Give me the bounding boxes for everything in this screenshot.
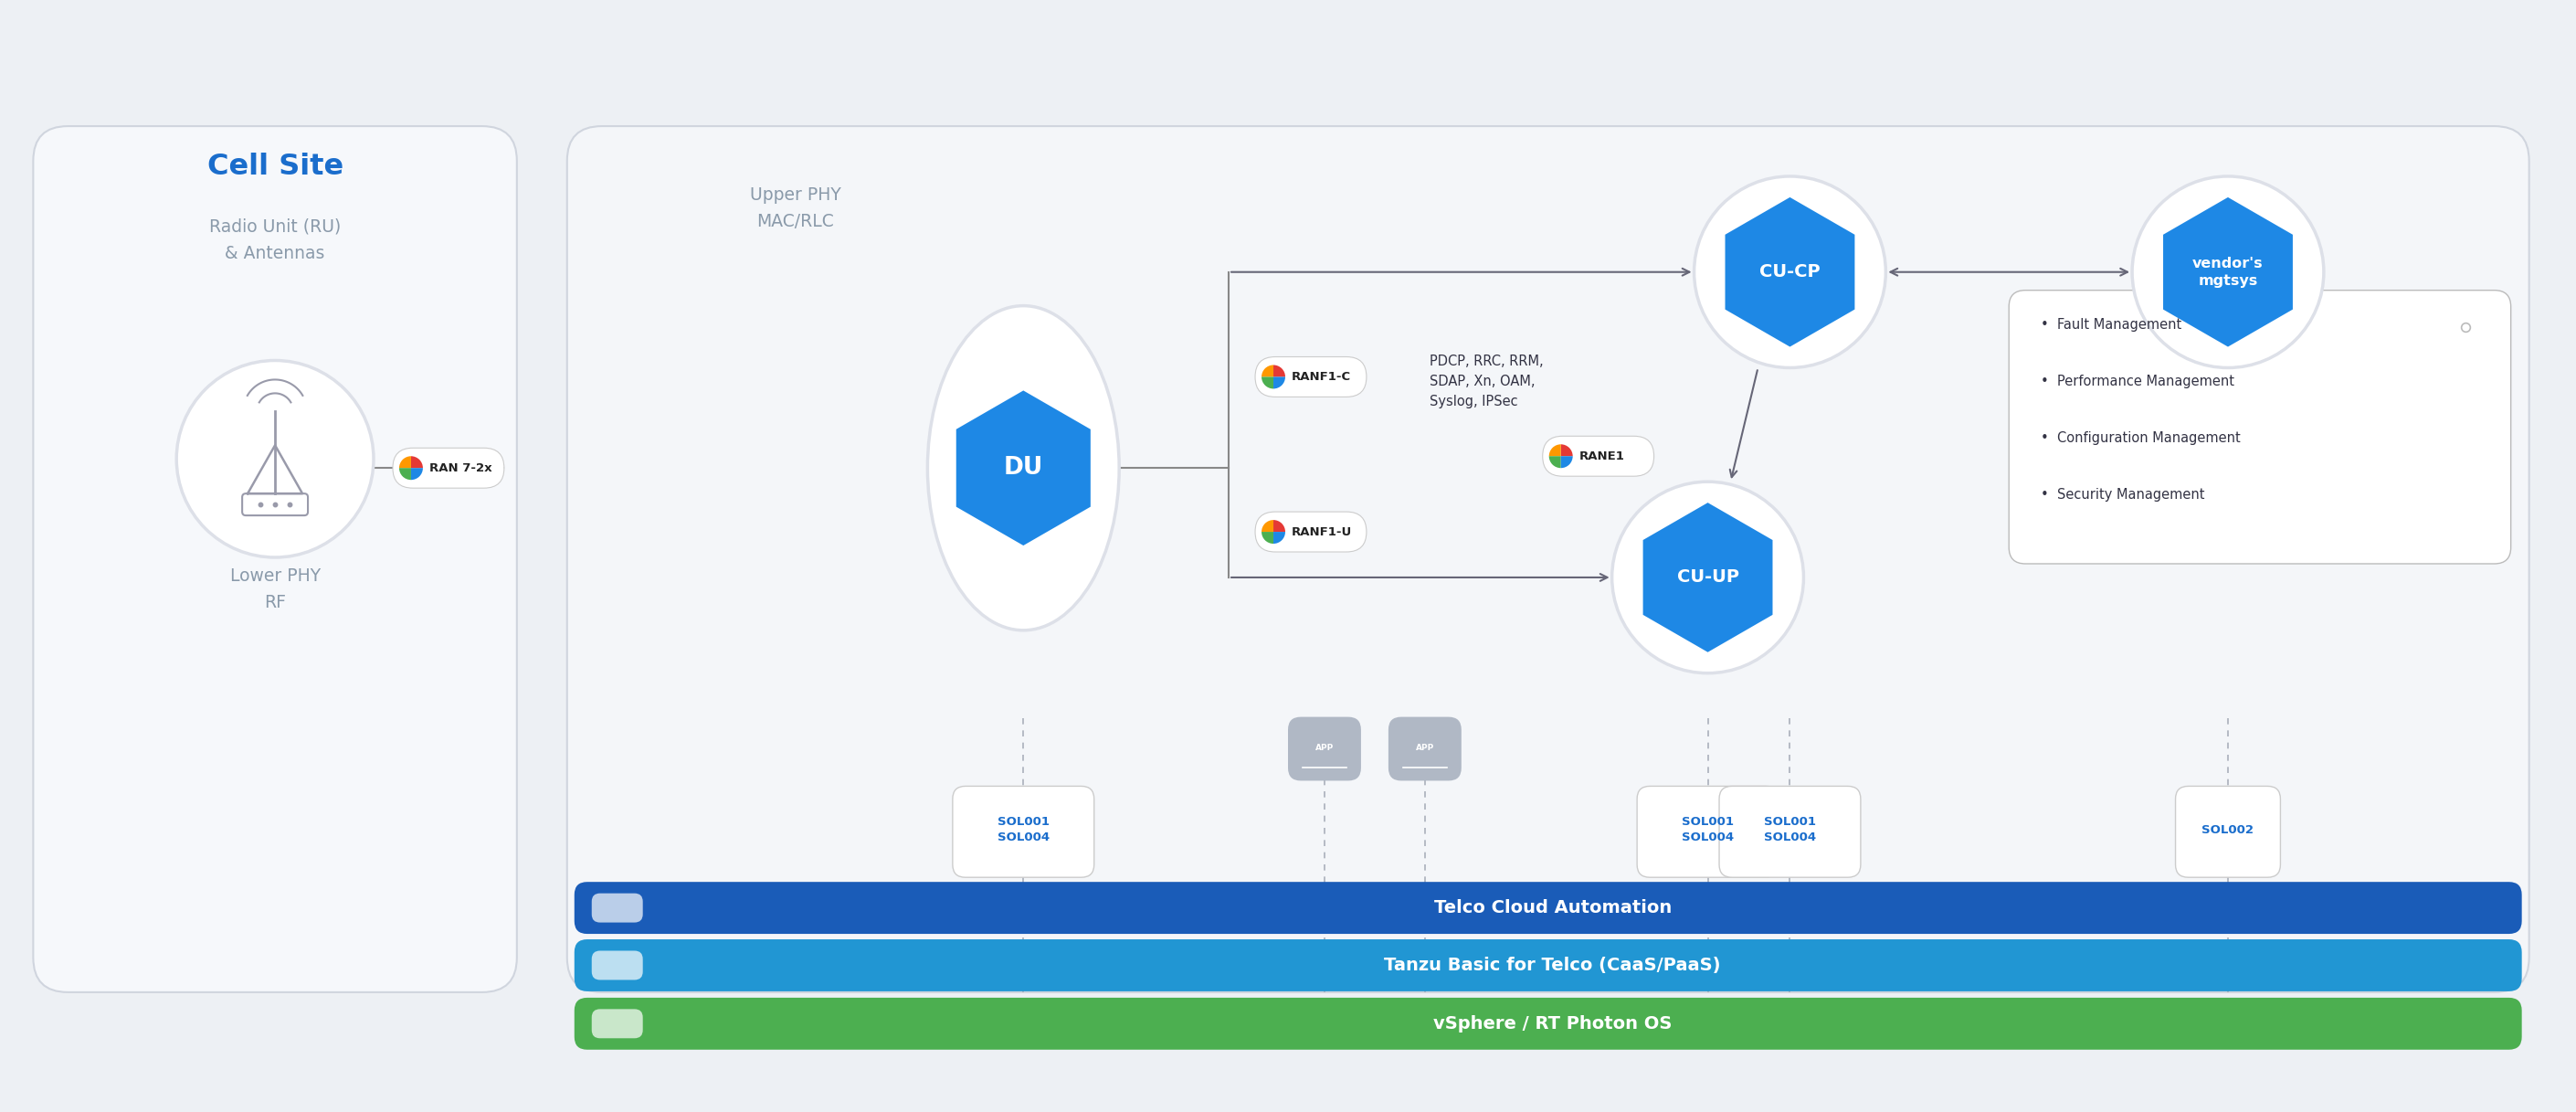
FancyBboxPatch shape xyxy=(33,126,518,992)
Polygon shape xyxy=(1726,197,1855,347)
Circle shape xyxy=(178,360,374,557)
Polygon shape xyxy=(956,390,1090,546)
Circle shape xyxy=(1613,481,1803,673)
FancyBboxPatch shape xyxy=(392,448,505,488)
FancyBboxPatch shape xyxy=(574,940,2522,991)
FancyBboxPatch shape xyxy=(953,786,1095,877)
FancyBboxPatch shape xyxy=(574,882,2522,934)
Wedge shape xyxy=(399,468,412,480)
Wedge shape xyxy=(1273,520,1285,532)
FancyBboxPatch shape xyxy=(1255,512,1365,552)
FancyBboxPatch shape xyxy=(1288,717,1360,781)
FancyBboxPatch shape xyxy=(592,893,644,923)
Wedge shape xyxy=(1262,377,1273,389)
Text: SOL001
SOL004: SOL001 SOL004 xyxy=(1682,816,1734,844)
Polygon shape xyxy=(1643,503,1772,652)
Text: DU: DU xyxy=(1005,456,1043,480)
FancyBboxPatch shape xyxy=(2009,290,2512,564)
Text: Upper PHY
MAC/RLC: Upper PHY MAC/RLC xyxy=(750,186,840,230)
Text: CU-UP: CU-UP xyxy=(1677,568,1739,586)
Polygon shape xyxy=(2164,197,2293,347)
Text: •  Performance Management: • Performance Management xyxy=(2040,375,2233,388)
Text: APP: APP xyxy=(1417,744,1435,752)
Text: RAN 7-2x: RAN 7-2x xyxy=(430,463,492,474)
Text: SOL001
SOL004: SOL001 SOL004 xyxy=(1765,816,1816,844)
Circle shape xyxy=(2133,177,2324,368)
Wedge shape xyxy=(1262,532,1273,544)
Text: RANF1-C: RANF1-C xyxy=(1291,371,1352,383)
Wedge shape xyxy=(1273,377,1285,389)
Wedge shape xyxy=(1561,456,1574,468)
Text: APP: APP xyxy=(1316,744,1334,752)
Wedge shape xyxy=(1262,365,1273,377)
Wedge shape xyxy=(1548,456,1561,468)
Ellipse shape xyxy=(927,306,1118,631)
FancyBboxPatch shape xyxy=(592,951,644,980)
Text: SOL002: SOL002 xyxy=(2202,824,2254,836)
Wedge shape xyxy=(412,456,422,468)
FancyBboxPatch shape xyxy=(1718,786,1860,877)
Text: PDCP, RRC, RRM,
SDAP, Xn, OAM,
Syslog, IPSec: PDCP, RRC, RRM, SDAP, Xn, OAM, Syslog, I… xyxy=(1430,355,1543,408)
Wedge shape xyxy=(1273,365,1285,377)
FancyBboxPatch shape xyxy=(592,1009,644,1039)
Text: •  Configuration Management: • Configuration Management xyxy=(2040,431,2241,445)
Text: SOL001
SOL004: SOL001 SOL004 xyxy=(997,816,1048,844)
Wedge shape xyxy=(1561,445,1574,456)
Text: •  Fault Management: • Fault Management xyxy=(2040,318,2182,331)
Text: Tanzu Basic for Telco (CaaS/PaaS): Tanzu Basic for Telco (CaaS/PaaS) xyxy=(1383,956,1721,974)
Text: Radio Unit (RU)
& Antennas: Radio Unit (RU) & Antennas xyxy=(209,218,340,262)
Circle shape xyxy=(1695,177,1886,368)
FancyBboxPatch shape xyxy=(1255,357,1365,397)
Text: vendor's
mgtsys: vendor's mgtsys xyxy=(2192,257,2264,287)
Text: •  Security Management: • Security Management xyxy=(2040,487,2205,502)
Wedge shape xyxy=(1273,532,1285,544)
FancyBboxPatch shape xyxy=(1638,786,1777,877)
FancyBboxPatch shape xyxy=(2177,786,2280,877)
Text: CU-CP: CU-CP xyxy=(1759,264,1821,280)
Text: RANE1: RANE1 xyxy=(1579,450,1625,463)
FancyBboxPatch shape xyxy=(574,997,2522,1050)
Wedge shape xyxy=(1548,445,1561,456)
Wedge shape xyxy=(412,468,422,480)
Text: Cell Site: Cell Site xyxy=(206,153,343,181)
Text: vSphere / RT Photon OS: vSphere / RT Photon OS xyxy=(1432,1015,1672,1032)
Text: Lower PHY
RF: Lower PHY RF xyxy=(229,567,319,612)
Text: Telco Cloud Automation: Telco Cloud Automation xyxy=(1435,900,1672,916)
FancyBboxPatch shape xyxy=(567,126,2530,992)
FancyBboxPatch shape xyxy=(1543,436,1654,476)
Wedge shape xyxy=(399,456,412,468)
Text: RANF1-U: RANF1-U xyxy=(1291,526,1352,538)
FancyBboxPatch shape xyxy=(1388,717,1461,781)
Wedge shape xyxy=(1262,520,1273,532)
